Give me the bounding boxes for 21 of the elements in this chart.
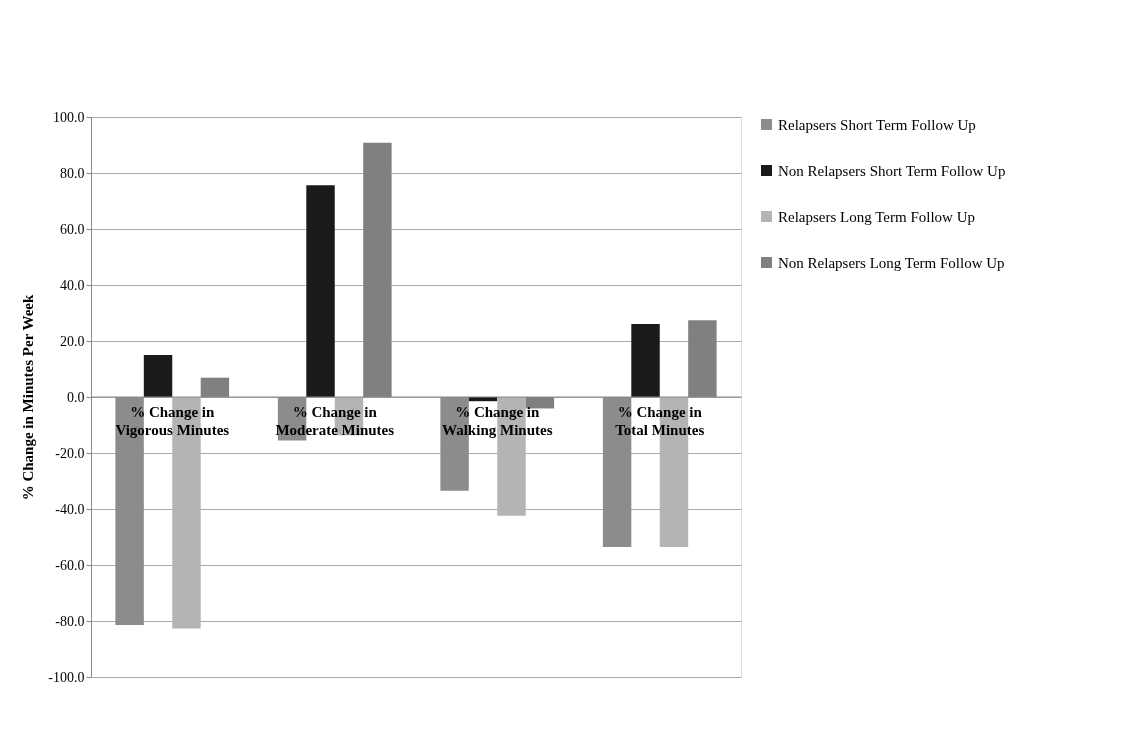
y-tick-label: 60.0: [60, 221, 85, 237]
legend-label: Relapsers Long Term Follow Up: [778, 208, 975, 225]
y-tick-label: -100.0: [48, 669, 85, 685]
bar: [306, 185, 335, 397]
legend-label: Non Relapsers Short Term Follow Up: [778, 162, 1006, 179]
y-tick-label: 100.0: [53, 109, 85, 125]
y-tick-label: -60.0: [55, 557, 85, 573]
y-tick-label: 40.0: [60, 277, 85, 293]
y-tick-label: -20.0: [55, 445, 85, 461]
y-tick-label: 20.0: [60, 333, 85, 349]
y-axis-title: % Change in Minutes Per Week: [20, 293, 37, 501]
y-tick-label: -80.0: [55, 613, 85, 629]
bar: [631, 323, 660, 397]
x-tick-label: % Change in Vigorous Minutes: [115, 404, 230, 438]
legend-label: Relapsers Short Term Follow Up: [778, 116, 976, 133]
legend-label: Non Relapsers Long Term Follow Up: [778, 254, 1005, 271]
y-tick-label: 0.0: [67, 389, 85, 405]
bar: [143, 355, 173, 397]
x-tick-label: % Change in Walking Minutes: [442, 404, 553, 438]
y-tick-label: 80.0: [60, 165, 85, 181]
y-tick-label: -40.0: [55, 501, 85, 517]
